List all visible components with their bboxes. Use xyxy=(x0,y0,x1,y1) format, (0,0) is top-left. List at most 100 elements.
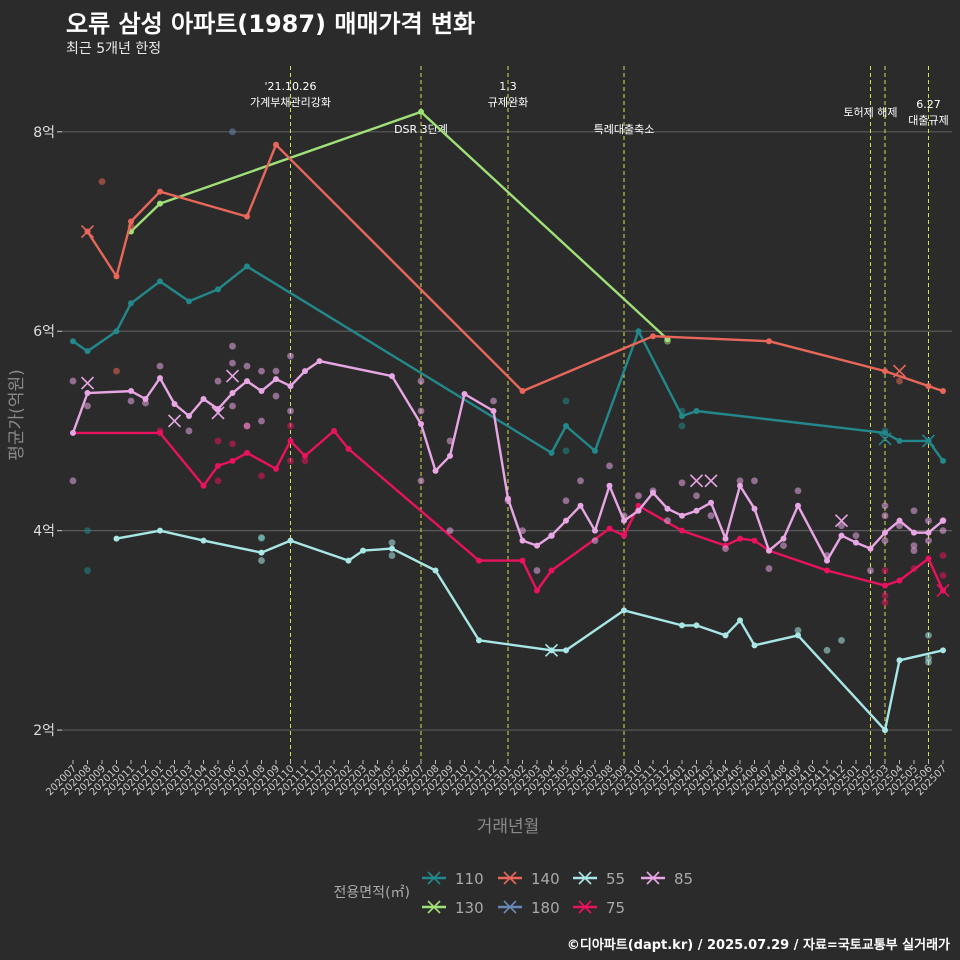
data-point xyxy=(939,527,947,535)
line-point xyxy=(563,647,569,654)
line-point xyxy=(418,108,424,115)
line-point xyxy=(621,517,627,524)
data-point xyxy=(214,377,222,385)
line-point xyxy=(751,537,758,544)
data-point xyxy=(287,407,294,415)
data-point xyxy=(925,537,932,545)
data-point xyxy=(939,572,947,579)
line-point xyxy=(70,338,76,345)
legend-marker xyxy=(503,871,517,885)
legend: 전용면적(㎡) 110 130 140 180 55 75 85 xyxy=(334,870,694,917)
line-point xyxy=(911,529,917,536)
data-point xyxy=(272,392,280,400)
line-point xyxy=(882,727,888,734)
line-point xyxy=(171,401,178,408)
line-point xyxy=(128,218,134,225)
data-point xyxy=(258,534,265,542)
line-point xyxy=(650,489,656,496)
data-point xyxy=(229,440,236,448)
line-point xyxy=(693,408,700,414)
data-point xyxy=(287,352,294,360)
line-point xyxy=(722,632,729,639)
line-point xyxy=(200,396,207,403)
line-point xyxy=(766,547,772,554)
data-point xyxy=(562,497,570,505)
series-110 xyxy=(70,263,946,574)
axes: 2억4억6억8억20200720200820200920201020201120… xyxy=(33,125,949,798)
line-point xyxy=(273,141,279,148)
data-point xyxy=(301,457,309,465)
data-point xyxy=(881,567,889,574)
legend-item-140: 140 xyxy=(498,870,560,888)
line-point xyxy=(664,505,671,512)
data-point xyxy=(664,517,671,525)
data-point xyxy=(925,517,932,525)
line-point xyxy=(302,368,308,375)
data-point xyxy=(229,342,236,350)
legend-item-75: 75 xyxy=(573,899,625,917)
line-point xyxy=(853,539,859,546)
data-point xyxy=(229,359,236,367)
line-point xyxy=(157,188,163,195)
x-marker xyxy=(225,369,240,383)
event-label: 토허제 해제 xyxy=(843,105,897,119)
data-point xyxy=(751,477,758,485)
line-point xyxy=(113,273,120,280)
line-point xyxy=(606,525,613,532)
grid-lines xyxy=(62,131,952,731)
data-point xyxy=(214,477,222,485)
data-point xyxy=(635,492,642,500)
line-point xyxy=(432,567,439,574)
legend-item-180: 180 xyxy=(498,899,560,917)
y-tick-label: 6억 xyxy=(33,324,55,340)
line-point xyxy=(577,502,584,509)
x-marker xyxy=(834,514,849,528)
legend-label: 75 xyxy=(606,899,625,917)
line-point xyxy=(780,535,787,542)
data-point xyxy=(794,487,802,495)
data-point xyxy=(417,377,425,385)
data-point xyxy=(69,377,77,385)
line-point xyxy=(157,429,163,436)
line-point xyxy=(824,557,830,564)
line-point xyxy=(476,637,482,644)
data-point xyxy=(417,407,425,415)
line-point xyxy=(331,427,337,434)
series-line xyxy=(71,359,944,562)
line-point xyxy=(244,449,250,456)
x-marker xyxy=(80,224,95,239)
line-point xyxy=(244,378,250,385)
data-point xyxy=(490,397,497,405)
line-point xyxy=(925,529,932,536)
data-point xyxy=(98,178,106,186)
line-point xyxy=(940,647,946,654)
data-point xyxy=(693,492,700,500)
data-point xyxy=(838,522,845,530)
series-55 xyxy=(113,527,946,734)
line-point xyxy=(258,549,265,556)
data-point xyxy=(272,367,280,375)
line-point xyxy=(882,529,888,536)
event-label: 특례대출축소 xyxy=(594,123,655,136)
data-point xyxy=(910,507,918,515)
event-label: 대출규제 xyxy=(908,114,948,127)
line-point xyxy=(186,298,192,305)
data-point xyxy=(896,377,903,385)
line-point xyxy=(534,542,540,549)
x-marker xyxy=(544,643,559,657)
line-point xyxy=(128,388,134,395)
line-point xyxy=(84,390,91,397)
data-point xyxy=(562,397,570,405)
y-axis-label: 평균가(억원) xyxy=(7,369,27,460)
source-caption: ©디아파트(dapt.kr) / 2025.07.29 / 자료=국토교통부 실… xyxy=(566,938,950,953)
data-point xyxy=(881,537,889,545)
x-marker xyxy=(689,474,704,488)
line-point xyxy=(548,532,555,539)
line-point xyxy=(519,388,526,395)
line-point xyxy=(896,437,903,444)
legend-label: 55 xyxy=(606,870,625,888)
line-point xyxy=(896,657,903,664)
data-point xyxy=(852,532,860,540)
series-line xyxy=(86,143,944,393)
